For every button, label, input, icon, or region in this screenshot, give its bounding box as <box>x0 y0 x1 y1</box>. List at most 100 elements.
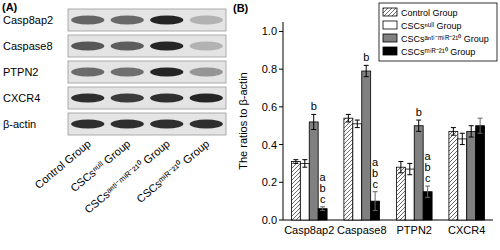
annotation-part: c <box>425 172 431 184</box>
blot-lane-label: CSCsᵐⁱᴿ⁻²¹⁰ Group <box>134 137 211 205</box>
error-bar <box>425 186 430 197</box>
error-bar <box>407 163 412 174</box>
annotation: b <box>363 51 369 63</box>
blot-strip <box>68 9 226 31</box>
error-bar <box>311 114 316 129</box>
blot-row-label: Casp8ap2 <box>3 14 53 26</box>
legend-label: CSCsᵐⁱᴿ⁻²¹⁰ Group <box>401 47 475 57</box>
legend-swatch <box>383 8 397 16</box>
x-tick-label: Casp8ap2 <box>284 224 334 236</box>
blot-strip <box>68 87 226 109</box>
bar <box>467 131 476 220</box>
error-bar <box>293 160 298 164</box>
annotation-part: b <box>311 100 317 112</box>
legend-label: Control Group <box>401 8 458 18</box>
y-tick-label: 0.2 <box>262 176 277 188</box>
panel-label: (B) <box>233 2 249 14</box>
y-axis-label: The ratios to β-actin <box>237 72 249 169</box>
annotation: abc <box>320 171 327 205</box>
blot-band <box>150 68 183 77</box>
blot-row-label: CXCR4 <box>3 92 40 104</box>
bar <box>405 169 414 220</box>
annotation: abc <box>425 150 432 184</box>
bar <box>414 126 423 220</box>
blot-strip <box>68 61 226 83</box>
blot-band <box>190 68 223 77</box>
y-tick-label: 0.6 <box>262 101 277 113</box>
blot-row-label: PTPN2 <box>3 66 38 78</box>
annotation: b <box>416 106 422 118</box>
blot-row-label: Caspase8 <box>3 40 53 52</box>
legend-box <box>379 3 497 61</box>
error-bar <box>416 120 421 131</box>
error-bar <box>302 160 307 168</box>
legend-label: CSCsᵃⁿᵗⁱ⁻ᵐⁱᴿ⁻²¹⁰ Group <box>401 34 489 44</box>
bar <box>449 131 458 220</box>
annotation-part: b <box>416 106 422 118</box>
bar <box>344 118 353 220</box>
panel-label: (A) <box>2 1 18 13</box>
blot-band <box>190 120 223 129</box>
blot-row-label: β-actin <box>3 118 36 130</box>
y-tick <box>279 182 283 183</box>
annotation-part: c <box>372 178 378 190</box>
figure: (A)Casp8ap2Caspase8PTPN2CXCR4β-actinCont… <box>0 0 500 250</box>
blot-band <box>71 42 104 51</box>
annotation: abc <box>372 156 379 190</box>
y-tick-label: 1.0 <box>262 25 277 37</box>
blot-band <box>190 16 223 25</box>
legend-label: CSCsⁿᵘˡˡ Group <box>401 21 462 31</box>
blot-band <box>111 120 144 129</box>
y-tick <box>279 220 283 221</box>
error-bar <box>364 65 369 76</box>
blot-band <box>190 42 223 51</box>
blot-band <box>150 120 183 129</box>
bar <box>300 163 309 220</box>
error-bar <box>469 126 474 137</box>
blot-strip <box>68 35 226 57</box>
blot-strip <box>68 113 226 135</box>
x-tick-label: CXCR4 <box>448 224 485 236</box>
error-bar <box>373 192 378 211</box>
blot-band <box>71 68 104 77</box>
bar <box>396 167 405 220</box>
bar <box>309 122 318 220</box>
y-tick <box>279 144 283 145</box>
bar <box>362 71 371 220</box>
error-bar <box>478 118 483 133</box>
error-bar <box>451 128 456 136</box>
blot-band <box>71 120 104 129</box>
y-tick-label: 0.0 <box>262 214 277 226</box>
blot-band <box>150 94 183 103</box>
bar <box>353 124 362 220</box>
error-bar <box>460 133 465 144</box>
blot-band <box>190 94 223 103</box>
x-tick-label: PTPN2 <box>397 224 432 236</box>
x-tick-label: Caspase8 <box>337 224 387 236</box>
y-tick <box>279 69 283 70</box>
blot-band <box>111 16 144 25</box>
legend-swatch <box>383 21 397 29</box>
y-tick <box>279 106 283 107</box>
blot-band <box>111 42 144 51</box>
legend: Control Group CSCsⁿᵘˡˡ Group CSCsᵃⁿᵗⁱ⁻ᵐⁱᴿ⁻… <box>379 3 497 61</box>
error-bar <box>320 207 325 211</box>
blot-band <box>71 16 104 25</box>
bar <box>476 126 485 220</box>
error-bar <box>355 120 360 128</box>
bar <box>458 139 467 220</box>
blot-band <box>150 42 183 51</box>
annotation-part: b <box>363 51 369 63</box>
error-bar <box>346 114 351 122</box>
legend-swatch <box>383 34 397 42</box>
annotation: b <box>311 100 317 112</box>
blot-band <box>71 94 104 103</box>
error-bar <box>398 162 403 173</box>
annotation-part: c <box>320 193 326 205</box>
y-axis <box>283 22 284 220</box>
blot-band <box>150 16 183 25</box>
bar <box>291 162 300 220</box>
legend-swatch <box>383 47 397 55</box>
y-tick <box>279 31 283 32</box>
y-tick-label: 0.8 <box>262 63 277 75</box>
